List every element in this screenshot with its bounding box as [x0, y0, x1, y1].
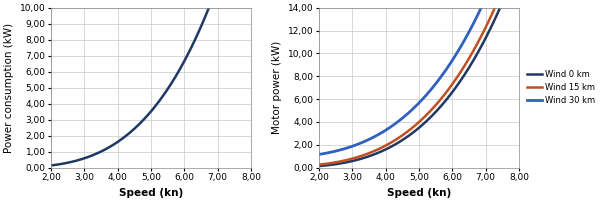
Wind 30 km	[376, 133, 383, 135]
Wind 30 km	[316, 153, 323, 156]
Y-axis label: Motor power (kW): Motor power (kW)	[272, 41, 282, 134]
X-axis label: Speed (kn): Speed (kn)	[387, 188, 451, 198]
Wind 15 km	[338, 160, 345, 162]
Wind 15 km	[316, 163, 323, 166]
Wind 0 km	[450, 89, 457, 92]
Wind 15 km	[450, 81, 457, 83]
Line: Wind 0 km: Wind 0 km	[319, 0, 506, 166]
Wind 15 km	[451, 80, 458, 82]
Wind 15 km	[389, 140, 397, 143]
Wind 0 km	[389, 144, 397, 147]
X-axis label: Speed (kn): Speed (kn)	[119, 188, 183, 198]
Wind 30 km	[451, 55, 458, 58]
Wind 0 km	[433, 110, 440, 112]
Legend: Wind 0 km, Wind 15 km, Wind 30 km: Wind 0 km, Wind 15 km, Wind 30 km	[527, 70, 596, 105]
Wind 0 km	[338, 162, 345, 164]
Wind 15 km	[433, 103, 440, 105]
Wind 30 km	[450, 57, 457, 59]
Wind 30 km	[433, 82, 440, 84]
Wind 0 km	[451, 88, 458, 90]
Line: Wind 30 km: Wind 30 km	[319, 0, 506, 155]
Wind 30 km	[389, 124, 397, 127]
Wind 30 km	[338, 148, 345, 151]
Wind 0 km	[376, 151, 383, 153]
Wind 15 km	[376, 147, 383, 150]
Wind 0 km	[316, 165, 323, 167]
Y-axis label: Power consumption (kW): Power consumption (kW)	[4, 23, 14, 153]
Line: Wind 15 km: Wind 15 km	[319, 0, 506, 165]
